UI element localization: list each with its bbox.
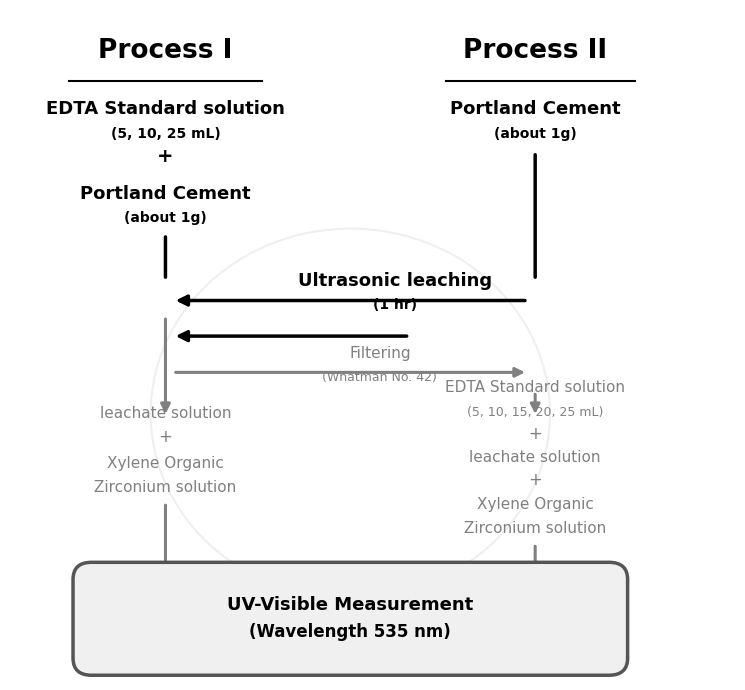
Text: Process II: Process II [463,38,607,63]
Text: +: + [528,425,542,443]
Text: +: + [528,471,542,489]
Text: (Whatman No. 42): (Whatman No. 42) [323,371,437,384]
Text: Xylene Organic: Xylene Organic [477,497,594,512]
Text: UV-Visible Measurement: UV-Visible Measurement [227,596,473,614]
Text: Ultrasonic leaching: Ultrasonic leaching [297,273,492,290]
Text: EDTA Standard solution: EDTA Standard solution [46,100,285,118]
Text: Xylene Organic: Xylene Organic [107,456,224,471]
Text: Zirconium solution: Zirconium solution [464,521,606,536]
Text: (about 1g): (about 1g) [124,211,207,226]
Text: leachate solution: leachate solution [100,406,231,421]
Text: EDTA Standard solution: EDTA Standard solution [446,380,625,395]
Text: Process I: Process I [98,38,232,63]
Text: Zirconium solution: Zirconium solution [95,480,237,495]
Text: +: + [157,147,174,166]
Text: Filtering: Filtering [349,346,410,361]
Text: (5, 10, 15, 20, 25 mL): (5, 10, 15, 20, 25 mL) [467,406,603,419]
Text: leachate solution: leachate solution [469,451,601,466]
Text: Portland Cement: Portland Cement [450,100,621,118]
Text: +: + [159,428,172,446]
Text: (about 1g): (about 1g) [494,127,577,141]
Text: Portland Cement: Portland Cement [80,186,251,204]
FancyBboxPatch shape [73,562,627,676]
Text: (Wavelength 535 nm): (Wavelength 535 nm) [250,624,451,642]
Text: (1 hr): (1 hr) [372,298,416,313]
Text: (5, 10, 25 mL): (5, 10, 25 mL) [110,127,221,141]
